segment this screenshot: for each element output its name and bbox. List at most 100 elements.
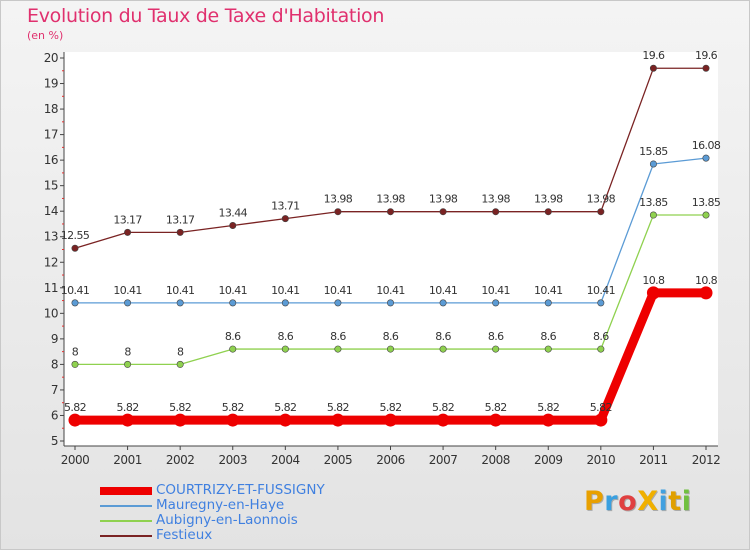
y-tick-label: 14 bbox=[44, 204, 58, 218]
x-tick-label: 2003 bbox=[218, 453, 247, 467]
y-tick-label: 5 bbox=[51, 434, 58, 448]
logo-letter: r bbox=[604, 486, 619, 517]
data-point bbox=[649, 211, 657, 219]
data-point bbox=[281, 299, 289, 307]
data-label: 10.41 bbox=[376, 284, 405, 297]
data-label: 5.82 bbox=[64, 401, 86, 414]
data-point bbox=[68, 413, 82, 427]
data-point bbox=[334, 345, 342, 353]
data-point bbox=[281, 345, 289, 353]
chart-subtitle: (en %) bbox=[27, 29, 64, 42]
data-label: 16.08 bbox=[692, 139, 721, 152]
chart-title: Evolution du Taux de Taxe d'Habitation bbox=[27, 5, 385, 27]
y-tick-label: 9 bbox=[51, 332, 58, 346]
y-tick-label: 8 bbox=[51, 357, 58, 371]
series-aubigny-en-laonnois: 8 8 8 8.6 8.6 8.6 8.6 8.6 8.6 8.6 8.6 13.85 13.85 bbox=[71, 196, 721, 368]
data-label: 10.41 bbox=[429, 284, 458, 297]
data-point bbox=[386, 345, 394, 353]
data-point bbox=[439, 299, 447, 307]
data-point bbox=[492, 299, 500, 307]
data-label: 10.41 bbox=[271, 284, 300, 297]
plot-area bbox=[64, 52, 718, 446]
data-label: 10.8 bbox=[642, 274, 665, 287]
data-point bbox=[176, 228, 184, 236]
data-point bbox=[489, 413, 503, 427]
data-point bbox=[226, 413, 240, 427]
data-label: 10.41 bbox=[166, 284, 195, 297]
x-tick-label: 2010 bbox=[587, 453, 616, 467]
data-label: 12.55 bbox=[61, 229, 90, 242]
data-label: 10.41 bbox=[324, 284, 353, 297]
data-label: 8.6 bbox=[277, 330, 293, 343]
data-point bbox=[544, 345, 552, 353]
data-point bbox=[176, 299, 184, 307]
data-point bbox=[439, 345, 447, 353]
logo-letter: i bbox=[658, 486, 669, 517]
data-point bbox=[124, 299, 132, 307]
y-tick-label: 7 bbox=[51, 383, 58, 397]
data-label: 5.82 bbox=[485, 401, 507, 414]
data-point bbox=[334, 208, 342, 216]
data-label: 13.98 bbox=[481, 193, 510, 206]
y-tick-label: 6 bbox=[51, 408, 58, 422]
data-label: 13.71 bbox=[271, 200, 300, 213]
x-tick-label: 2008 bbox=[481, 453, 510, 467]
data-point bbox=[386, 208, 394, 216]
data-label: 13.44 bbox=[219, 206, 248, 219]
data-point bbox=[384, 413, 397, 427]
data-label: 13.17 bbox=[113, 213, 142, 226]
data-label: 8.6 bbox=[383, 330, 399, 343]
legend-swatch bbox=[100, 520, 152, 522]
data-point bbox=[597, 299, 605, 307]
legend-label: Mauregny-en-Haye bbox=[156, 497, 285, 513]
data-label: 10.41 bbox=[113, 284, 142, 297]
data-point bbox=[702, 211, 710, 219]
data-point bbox=[436, 413, 450, 427]
data-label: 8 bbox=[72, 345, 79, 358]
data-label: 13.98 bbox=[376, 193, 405, 206]
y-tick-label: 18 bbox=[44, 102, 58, 116]
data-label: 8 bbox=[177, 345, 184, 358]
y-tick-label: 19 bbox=[44, 77, 58, 91]
x-tick-label: 2009 bbox=[534, 453, 563, 467]
data-label: 13.98 bbox=[587, 193, 616, 206]
data-label: 5.82 bbox=[379, 401, 401, 414]
data-label: 5.82 bbox=[590, 401, 612, 414]
data-point bbox=[71, 299, 79, 307]
data-label: 10.41 bbox=[587, 284, 616, 297]
legend-label: COURTRIZY-ET-FUSSIGNY bbox=[156, 482, 325, 498]
y-tick-label: 13 bbox=[44, 230, 58, 244]
data-point bbox=[278, 413, 292, 427]
series-courtrizy-et-fussigny: 5.82 5.82 5.82 5.82 5.82 5.82 5.82 5.82 5.82 5.82… bbox=[64, 274, 718, 427]
proxiti-logo: ProXiti bbox=[584, 486, 691, 517]
data-point bbox=[386, 299, 394, 307]
y-tick-label: 12 bbox=[44, 255, 58, 269]
data-point bbox=[702, 154, 710, 162]
logo-letter: o bbox=[618, 486, 638, 517]
logo-letter: i bbox=[681, 486, 692, 517]
data-point bbox=[594, 413, 608, 427]
data-point bbox=[649, 160, 657, 168]
logo-letter: t bbox=[668, 486, 682, 517]
x-tick-label: 2004 bbox=[271, 453, 300, 467]
data-label: 13.85 bbox=[639, 196, 668, 209]
x-tick-label: 2007 bbox=[429, 453, 458, 467]
data-label: 19.6 bbox=[695, 49, 718, 62]
data-label: 5.82 bbox=[537, 401, 559, 414]
series-festieux: 12.55 13.17 13.17 13.44 13.71 13.98 13.98 13.98… bbox=[61, 49, 718, 252]
data-label: 10.41 bbox=[61, 284, 90, 297]
data-point bbox=[544, 208, 552, 216]
data-point bbox=[334, 299, 342, 307]
data-label: 5.82 bbox=[222, 401, 244, 414]
data-point bbox=[229, 299, 237, 307]
x-tick-label: 2011 bbox=[639, 453, 668, 467]
data-label: 10.41 bbox=[481, 284, 510, 297]
data-point bbox=[544, 299, 552, 307]
data-label: 13.98 bbox=[534, 193, 563, 206]
data-label: 8.6 bbox=[330, 330, 346, 343]
x-tick-label: 2000 bbox=[61, 453, 90, 467]
series-mauregny-en-haye: 10.41 10.41 10.41 10.41 10.41 10.41 10.41 10.41… bbox=[61, 139, 721, 307]
data-label: 5.82 bbox=[327, 401, 349, 414]
x-tick-label: 2005 bbox=[324, 453, 353, 467]
data-point bbox=[176, 360, 184, 368]
